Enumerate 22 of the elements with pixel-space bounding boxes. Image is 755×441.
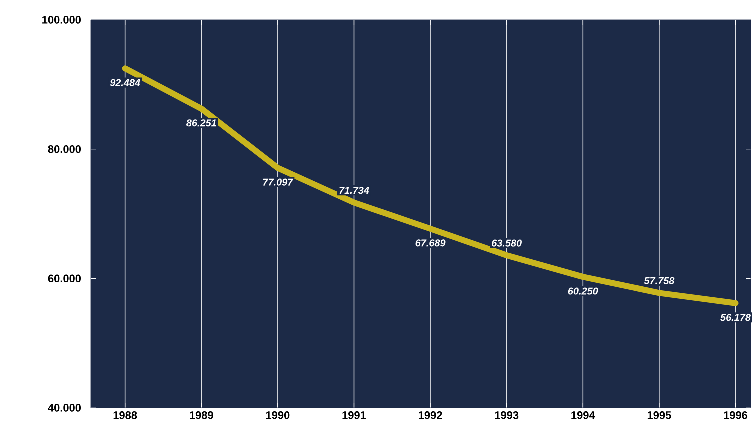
x-tick-label: 1993 <box>495 412 519 420</box>
x-tick-label: 1989 <box>190 412 214 420</box>
y-tick-label: 60.000 <box>48 274 82 283</box>
x-tick-label: 1995 <box>648 412 672 420</box>
data-label: 77.097 <box>263 178 294 186</box>
data-label: 92.484 <box>110 79 140 86</box>
y-tick-label: 100.000 <box>42 16 82 24</box>
y-tick-label: 80.000 <box>48 145 82 154</box>
x-tick-label: 1992 <box>419 412 442 420</box>
data-label: 57.758 <box>644 277 675 284</box>
data-label: 56.178 <box>720 314 751 322</box>
data-label: 86.251 <box>186 120 216 127</box>
x-tick-label: 1996 <box>724 412 748 420</box>
data-label: 67.689 <box>416 240 446 247</box>
y-tick-label: 40.000 <box>48 404 82 412</box>
data-label: 63.580 <box>492 240 522 247</box>
x-tick-label: 1991 <box>342 412 366 420</box>
x-tick-label: 1990 <box>266 412 290 420</box>
x-tick-label: 1994 <box>572 412 596 420</box>
x-tick-label: 1988 <box>114 412 138 420</box>
data-label: 71.734 <box>340 187 370 194</box>
data-label: 60.250 <box>568 288 598 295</box>
